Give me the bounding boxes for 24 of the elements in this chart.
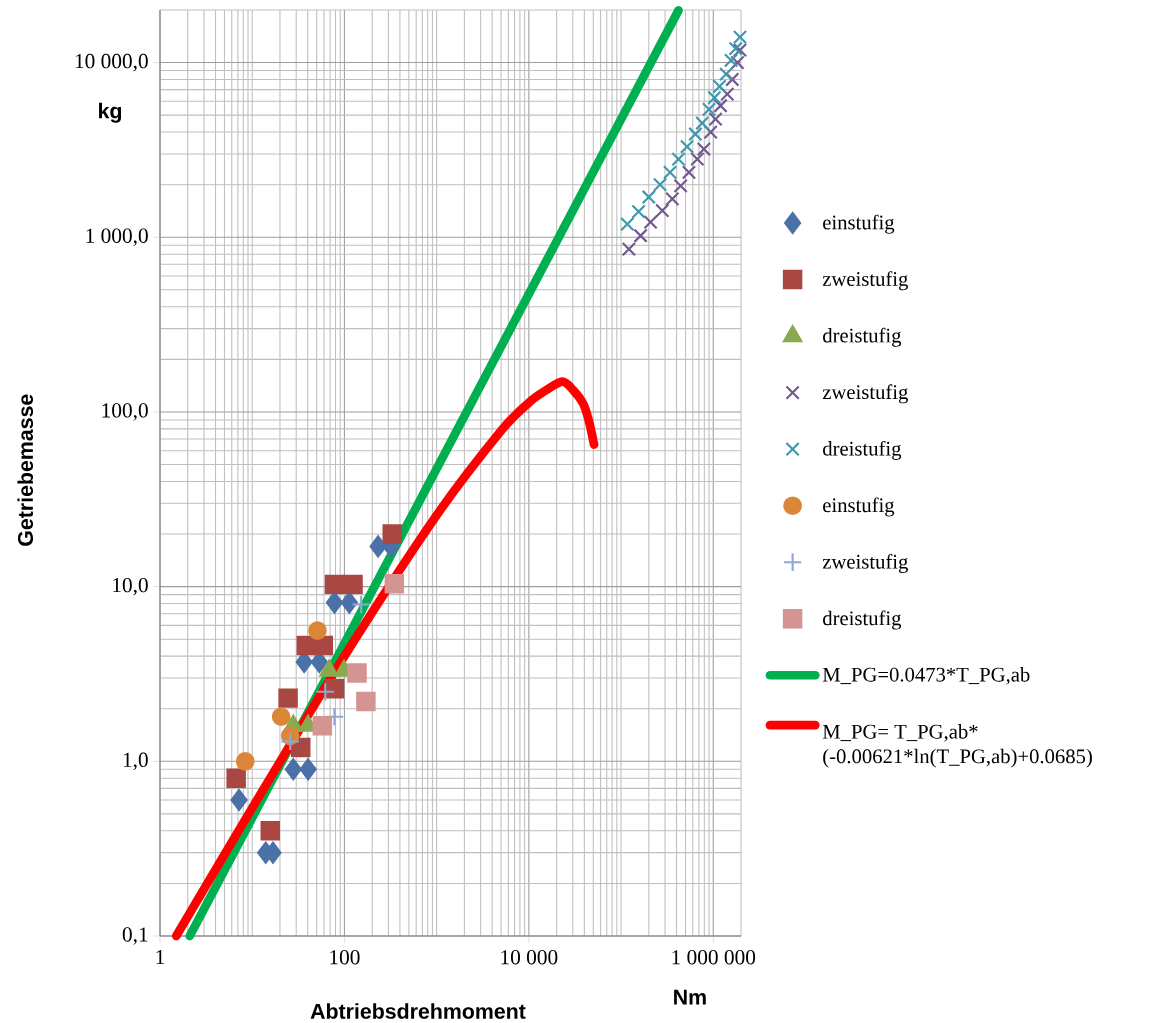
legend-label: zweistufig (822, 271, 908, 291)
x-tick-label: 100 (330, 950, 360, 965)
legend-label: dreistufig (823, 327, 902, 347)
text: kg (99, 102, 122, 123)
y-tick-label: 100,0 (102, 403, 148, 421)
text: Nm (674, 989, 706, 1005)
x-tick-label: 1 (156, 950, 165, 965)
legend-label: dreistufig (823, 440, 902, 460)
y-tick-label: 0,1 (122, 927, 148, 945)
x-tick-label: 1 000 000 (672, 950, 756, 965)
legend-label: einstufig (823, 497, 895, 517)
legend-label: dreistufig (823, 610, 902, 630)
y-tick-label: 10 000,0 (75, 53, 148, 72)
legend-label: M_PG=0.0473*T_PG,ab (822, 667, 1030, 685)
x-axis-title: Abtriebsdrehmoment (310, 1003, 526, 1019)
legend-label: zweistufig (822, 384, 908, 404)
y-axis-title: Getriebemasse (17, 394, 34, 546)
y-tick-label: 1,0 (123, 752, 148, 771)
legend-label: M_PG= T_PG,ab* (-0.00621*ln(T_PG,ab)+0.0685) (822, 724, 1092, 768)
y-tick-label: 1 000,0 (86, 228, 148, 246)
x-tick-label: 10 000 (501, 950, 558, 965)
legend-label: einstufig (823, 214, 895, 234)
y-tick-label: 10,0 (113, 577, 148, 596)
legend-label: zweistufig (822, 553, 908, 573)
